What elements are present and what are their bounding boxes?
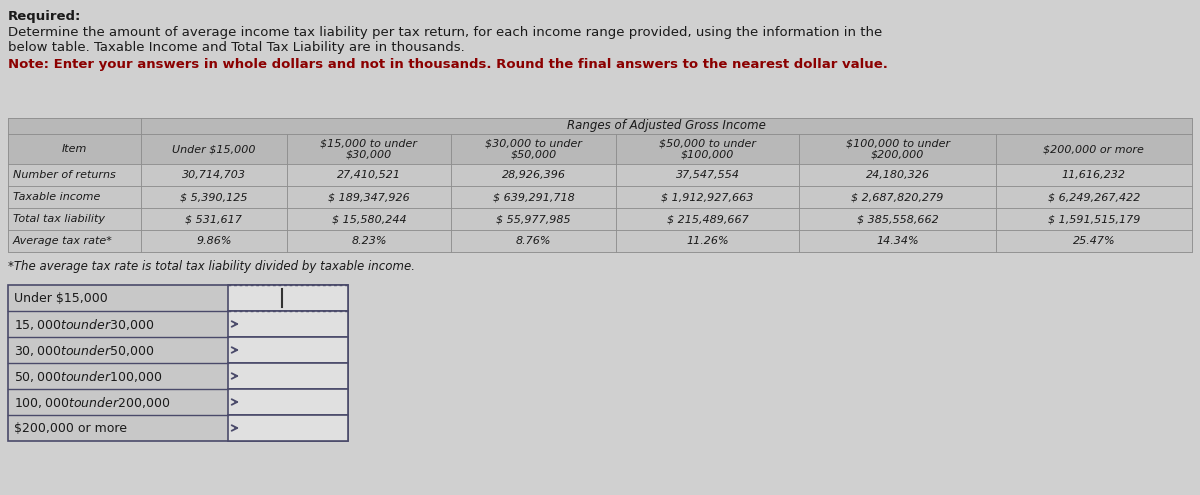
Bar xyxy=(228,337,348,363)
Text: Determine the amount of average income tax liability per tax return, for each in: Determine the amount of average income t… xyxy=(8,26,882,39)
Bar xyxy=(8,134,140,164)
Bar xyxy=(140,164,287,186)
Bar xyxy=(996,134,1192,164)
Text: Under $15,000: Under $15,000 xyxy=(14,292,108,304)
Bar xyxy=(616,230,799,252)
Text: $200,000 or more: $200,000 or more xyxy=(1044,144,1145,154)
Bar xyxy=(8,285,348,441)
Bar xyxy=(799,164,996,186)
Bar xyxy=(996,230,1192,252)
Text: 27,410,521: 27,410,521 xyxy=(337,170,401,180)
Bar xyxy=(799,186,996,208)
Text: $15,000 to under
$30,000: $15,000 to under $30,000 xyxy=(320,138,418,160)
Text: Ranges of Adjusted Gross Income: Ranges of Adjusted Gross Income xyxy=(568,119,766,133)
Text: Note: Enter your answers in whole dollars and not in thousands. Round the final : Note: Enter your answers in whole dollar… xyxy=(8,58,888,71)
Text: $ 15,580,244: $ 15,580,244 xyxy=(331,214,407,224)
Text: 30,714,703: 30,714,703 xyxy=(181,170,246,180)
Text: Required:: Required: xyxy=(8,10,82,23)
Text: Total tax liability: Total tax liability xyxy=(13,214,106,224)
Text: $ 2,687,820,279: $ 2,687,820,279 xyxy=(851,192,943,202)
Bar xyxy=(287,134,451,164)
Text: 8.76%: 8.76% xyxy=(516,236,551,246)
Bar xyxy=(996,208,1192,230)
Text: $30,000 to under
$50,000: $30,000 to under $50,000 xyxy=(485,138,582,160)
Text: *The average tax rate is total tax liability divided by taxable income.: *The average tax rate is total tax liabi… xyxy=(8,260,415,273)
Text: Item: Item xyxy=(61,144,88,154)
Text: 11.26%: 11.26% xyxy=(686,236,728,246)
Bar xyxy=(451,230,616,252)
Bar xyxy=(228,285,348,311)
Text: $100,000 to under $200,000: $100,000 to under $200,000 xyxy=(14,395,170,409)
Bar xyxy=(228,389,348,415)
Bar xyxy=(140,134,287,164)
Bar xyxy=(616,186,799,208)
Text: 14.34%: 14.34% xyxy=(876,236,919,246)
Text: Number of returns: Number of returns xyxy=(13,170,115,180)
Text: $ 1,912,927,663: $ 1,912,927,663 xyxy=(661,192,754,202)
Text: $ 55,977,985: $ 55,977,985 xyxy=(497,214,571,224)
Bar xyxy=(228,415,348,441)
Bar xyxy=(8,118,1192,252)
Bar xyxy=(8,186,140,208)
Bar xyxy=(616,134,799,164)
Text: $30,000 to under $50,000: $30,000 to under $50,000 xyxy=(14,343,155,357)
Bar xyxy=(616,164,799,186)
Bar xyxy=(451,186,616,208)
Text: $ 6,249,267,422: $ 6,249,267,422 xyxy=(1048,192,1140,202)
Text: $ 531,617: $ 531,617 xyxy=(185,214,242,224)
Bar xyxy=(799,230,996,252)
Text: below table. Taxable Income and Total Tax Liability are in thousands.: below table. Taxable Income and Total Ta… xyxy=(8,41,464,54)
Text: $50,000 to under
$100,000: $50,000 to under $100,000 xyxy=(659,138,756,160)
Bar xyxy=(8,118,140,134)
Bar xyxy=(8,230,140,252)
Text: 11,616,232: 11,616,232 xyxy=(1062,170,1126,180)
Bar xyxy=(287,208,451,230)
Text: 24,180,326: 24,180,326 xyxy=(865,170,930,180)
Text: 8.23%: 8.23% xyxy=(352,236,386,246)
Text: Under $15,000: Under $15,000 xyxy=(172,144,256,154)
Bar xyxy=(8,208,140,230)
Text: Taxable income: Taxable income xyxy=(13,192,101,202)
Text: $ 215,489,667: $ 215,489,667 xyxy=(667,214,749,224)
Bar xyxy=(451,134,616,164)
Text: 28,926,396: 28,926,396 xyxy=(502,170,565,180)
Bar xyxy=(228,363,348,389)
Bar xyxy=(996,186,1192,208)
Bar xyxy=(451,208,616,230)
Text: $ 189,347,926: $ 189,347,926 xyxy=(328,192,409,202)
Text: $ 639,291,718: $ 639,291,718 xyxy=(493,192,575,202)
Bar xyxy=(8,164,140,186)
Text: $ 385,558,662: $ 385,558,662 xyxy=(857,214,938,224)
Text: 9.86%: 9.86% xyxy=(196,236,232,246)
Bar xyxy=(799,208,996,230)
Bar xyxy=(616,208,799,230)
Bar xyxy=(996,164,1192,186)
Text: $ 1,591,515,179: $ 1,591,515,179 xyxy=(1048,214,1140,224)
Bar xyxy=(287,186,451,208)
Text: $100,000 to under
$200,000: $100,000 to under $200,000 xyxy=(846,138,949,160)
Bar xyxy=(140,230,287,252)
Text: $ 5,390,125: $ 5,390,125 xyxy=(180,192,247,202)
Bar xyxy=(228,311,348,337)
Text: $50,000 to under $100,000: $50,000 to under $100,000 xyxy=(14,368,162,384)
Text: $15,000 to under $30,000: $15,000 to under $30,000 xyxy=(14,316,155,332)
Text: $200,000 or more: $200,000 or more xyxy=(14,422,127,435)
Bar xyxy=(799,134,996,164)
Bar xyxy=(451,164,616,186)
Bar xyxy=(287,164,451,186)
Bar xyxy=(287,230,451,252)
Bar xyxy=(140,208,287,230)
Text: 37,547,554: 37,547,554 xyxy=(676,170,739,180)
Bar xyxy=(140,186,287,208)
Bar xyxy=(140,118,1192,134)
Text: Average tax rate*: Average tax rate* xyxy=(13,236,113,246)
Text: 25.47%: 25.47% xyxy=(1073,236,1115,246)
